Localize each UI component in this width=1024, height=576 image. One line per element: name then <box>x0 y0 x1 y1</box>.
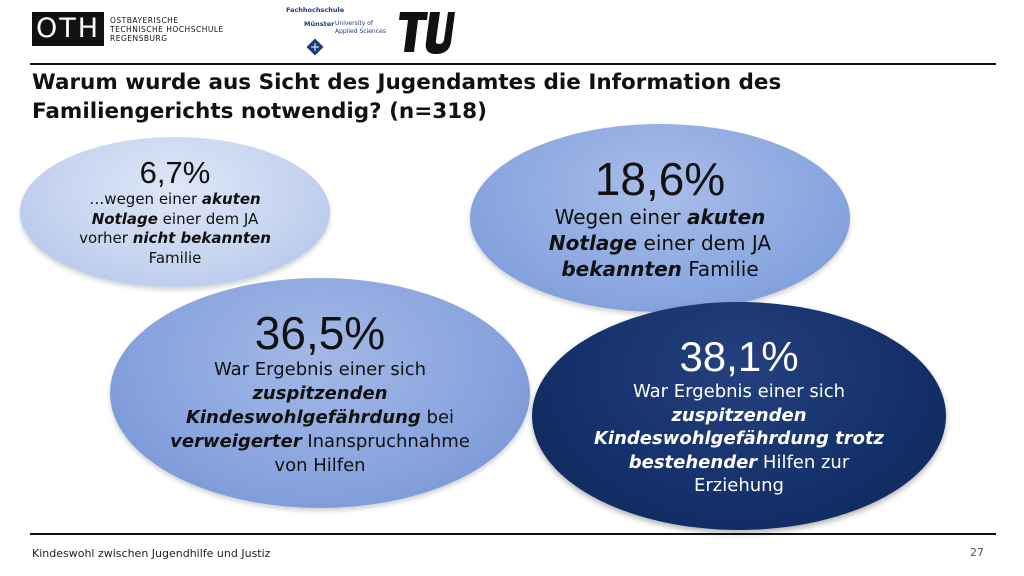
description-text: War Ergebnis einer sich <box>632 381 846 403</box>
fh-sub-line-2: Applied Sciences <box>335 27 386 35</box>
oth-line-2: TECHNISCHE HOCHSCHULE <box>110 25 224 34</box>
bubble-despite-help: 38,1% War Ergebnis einer sich zuspitzend… <box>532 302 946 530</box>
bubble-description: …wegen einer akuten Notlage einer dem JA… <box>70 190 280 268</box>
slide-title: Warum wurde aus Sicht des Jugendamtes di… <box>32 70 782 124</box>
bubble-percent: 18,6% <box>594 153 726 205</box>
bubble-description: War Ergebnis einer sich zuspitzenden Kin… <box>592 380 886 498</box>
bubble-percent: 36,5% <box>254 307 386 359</box>
description-text: bei <box>420 407 455 428</box>
description-text: War Ergebnis einer sich <box>213 359 427 380</box>
description-text: Familie <box>148 248 202 267</box>
fh-title: Fachhochschule <box>286 6 345 14</box>
oth-wordmark: OSTBAYERISCHE TECHNISCHE HOCHSCHULE REGE… <box>110 16 224 43</box>
description-text: einer dem JA vorher <box>79 209 259 248</box>
emphasis-text: nicht bekannten <box>132 229 271 247</box>
bubble-description: Wegen einer akuten Notlage einer dem JA … <box>520 204 800 282</box>
bubble-refused-help: 36,5% War Ergebnis einer sich zuspitzend… <box>110 278 530 508</box>
emphasis-text: verweigerter <box>170 431 302 452</box>
emphasis-text: zuspitzenden Kindeswohlgefährdung trotz … <box>593 404 885 473</box>
fh-sub-line-1: University of <box>335 20 373 27</box>
header-logos: OTH OSTBAYERISCHE TECHNISCHE HOCHSCHULE … <box>0 0 1024 64</box>
emphasis-text: akuten Notlage <box>548 205 766 255</box>
oth-logo: OTH <box>32 12 104 46</box>
oth-line-1: OSTBAYERISCHE <box>110 16 179 25</box>
title-rule <box>30 63 996 65</box>
bubble-percent: 6,7% <box>139 155 211 190</box>
emphasis-text: akuten Notlage <box>91 190 261 228</box>
footer-text: Kindeswohl zwischen Jugendhilfe und Just… <box>32 547 271 560</box>
fh-subtitle: University of Applied Sciences <box>335 20 386 35</box>
emphasis-text: zuspitzenden Kindeswohlgefährdung <box>185 383 421 428</box>
description-text: Hilfen zur Erziehung <box>694 451 850 497</box>
bubble-percent: 38,1% <box>679 333 799 381</box>
bubble-description: War Ergebnis einer sich zuspitzenden Kin… <box>170 358 470 478</box>
footer-rule <box>30 533 996 535</box>
bubble-known-family: 18,6% Wegen einer akuten Notlage einer d… <box>470 124 850 312</box>
description-text: …wegen einer <box>89 190 202 208</box>
tu-berlin-logo: TU berlin <box>399 10 455 54</box>
emphasis-text: bekannten <box>561 257 682 281</box>
fh-emblem-icon <box>306 38 324 56</box>
fh-city: Münster <box>304 20 335 28</box>
bubble-unknown-family: 6,7% …wegen einer akuten Notlage einer d… <box>20 137 330 287</box>
description-text: Familie <box>681 257 759 281</box>
description-text: einer dem JA <box>637 231 772 255</box>
description-text: Inanspruchnahme von Hilfen <box>274 431 470 476</box>
page-number: 27 <box>970 546 984 559</box>
description-text: Wegen einer <box>554 205 687 229</box>
fh-muenster-logo: Fachhochschule Münster University of App… <box>286 6 386 60</box>
oth-line-3: REGENSBURG <box>110 34 168 43</box>
